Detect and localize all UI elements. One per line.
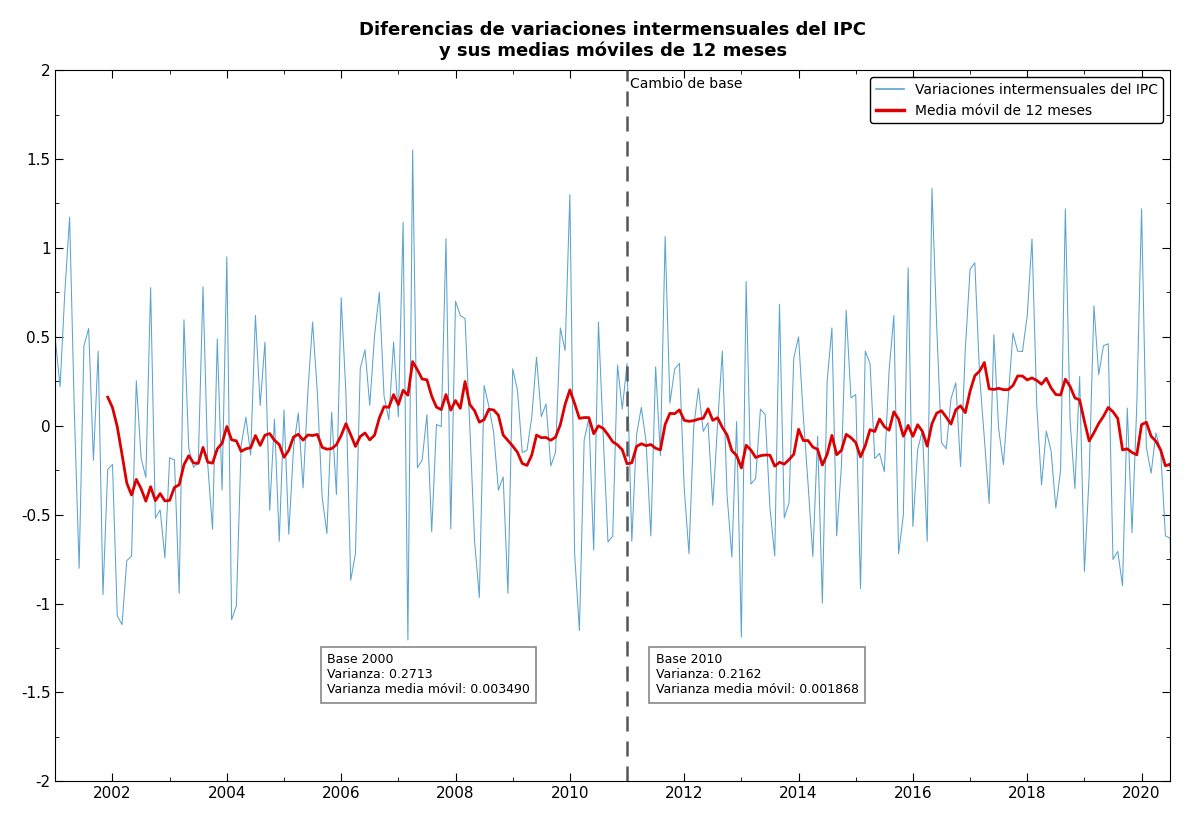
Text: Cambio de base: Cambio de base [630, 77, 743, 91]
Title: Diferencias de variaciones intermensuales del IPC
y sus medias móviles de 12 mes: Diferencias de variaciones intermensuale… [360, 21, 866, 60]
Legend: Variaciones intermensuales del IPC, Media móvil de 12 meses: Variaciones intermensuales del IPC, Medi… [871, 77, 1164, 123]
Text: Base 2010
Varianza: 0.2162
Varianza media móvil: 0.001868: Base 2010 Varianza: 0.2162 Varianza medi… [655, 653, 859, 696]
Text: Base 2000
Varianza: 0.2713
Varianza media móvil: 0.003490: Base 2000 Varianza: 0.2713 Varianza medi… [326, 653, 530, 696]
